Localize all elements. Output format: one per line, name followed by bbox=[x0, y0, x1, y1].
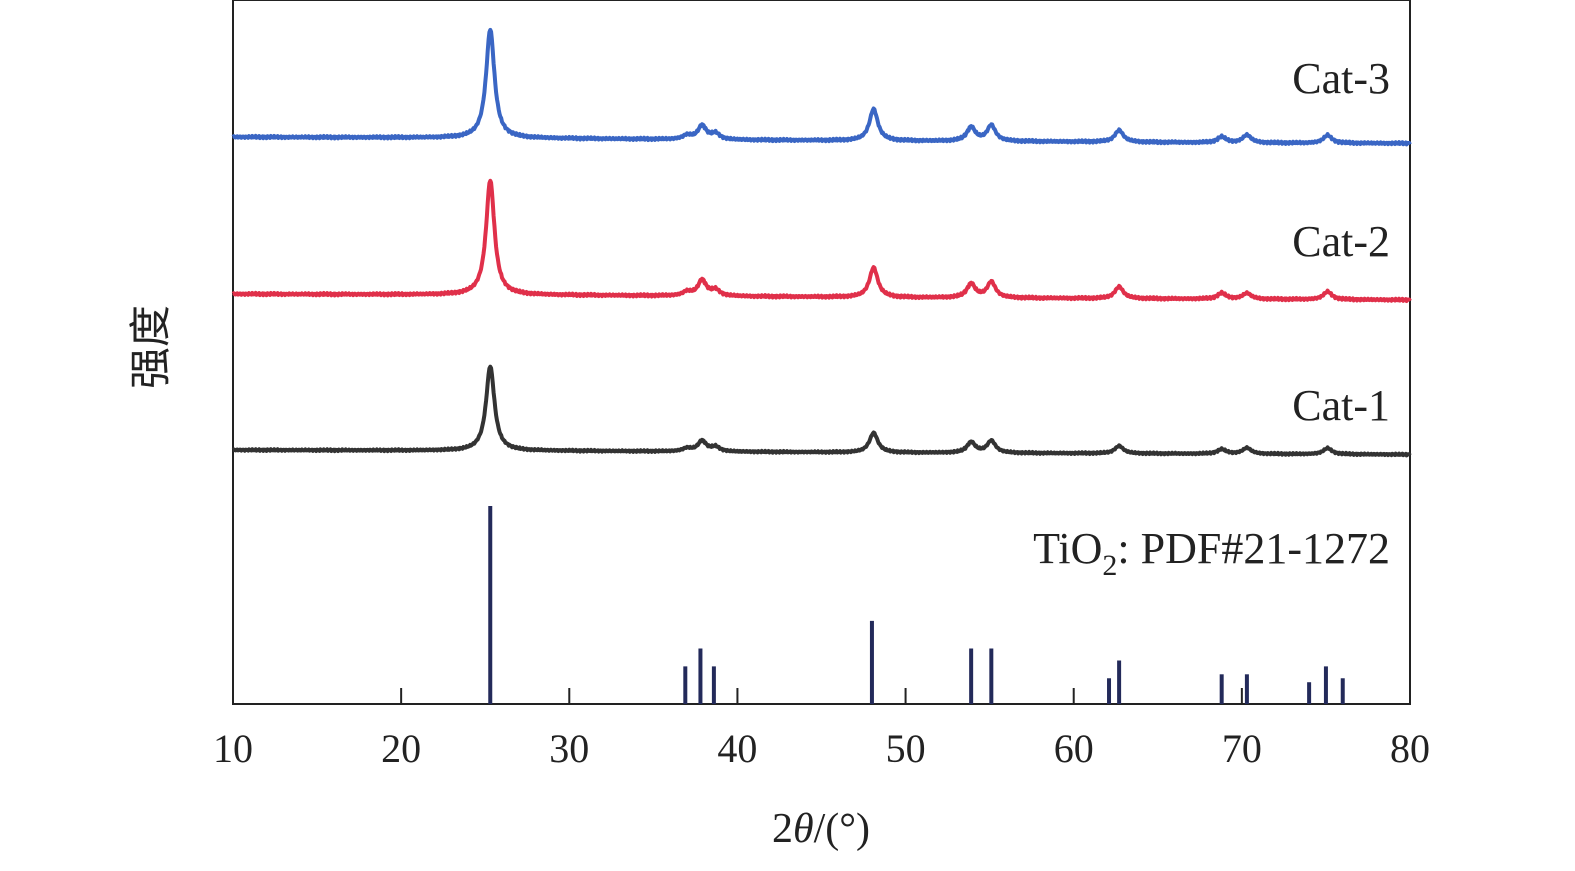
x-axis-label-number: 2 bbox=[772, 806, 793, 852]
reference-label: TiO2: PDF#21-1272 bbox=[1033, 524, 1390, 582]
series-traces bbox=[231, 27, 1412, 458]
reference-label-main: TiO bbox=[1033, 524, 1102, 573]
x-axis-label-unit: /(°) bbox=[814, 806, 870, 852]
x-axis-ticks: 10 20 30 40 50 60 70 80 bbox=[213, 688, 1430, 771]
reference-label-rest: : PDF#21-1272 bbox=[1117, 524, 1390, 573]
x-tick-label-20: 20 bbox=[381, 726, 421, 771]
x-tick-label-40: 40 bbox=[717, 726, 757, 771]
plot-frame bbox=[232, 0, 1411, 705]
series-line-cat-2 bbox=[231, 178, 1412, 303]
reference-lines bbox=[488, 506, 1345, 704]
series-label-cat-1: Cat-1 bbox=[1292, 381, 1390, 430]
series-label-cat-3: Cat-3 bbox=[1292, 54, 1390, 103]
x-tick-label-10: 10 bbox=[213, 726, 253, 771]
x-tick-label-30: 30 bbox=[549, 726, 589, 771]
y-axis-label: 强度 bbox=[129, 305, 175, 389]
x-axis-label-theta: θ bbox=[793, 806, 814, 852]
series-line-cat-3 bbox=[231, 27, 1412, 147]
reference-label-subscript: 2 bbox=[1102, 549, 1117, 582]
x-tick-label-70: 70 bbox=[1222, 726, 1262, 771]
x-tick-label-50: 50 bbox=[886, 726, 926, 771]
series-label-cat-2: Cat-2 bbox=[1292, 217, 1390, 266]
series-line-cat-1 bbox=[231, 364, 1412, 458]
x-axis-label: 2θ/(°) bbox=[772, 806, 870, 852]
x-tick-label-80: 80 bbox=[1390, 726, 1430, 771]
x-tick-label-60: 60 bbox=[1054, 726, 1094, 771]
